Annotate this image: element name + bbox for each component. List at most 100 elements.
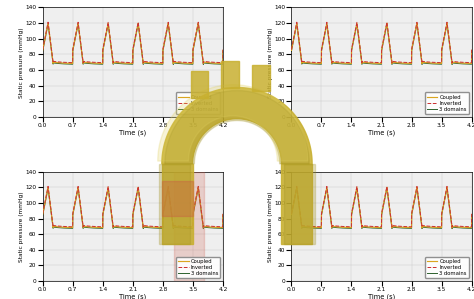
Legend: Coupled, Inverted, 3 domains: Coupled, Inverted, 3 domains: [176, 92, 220, 114]
Coupled: [197, 199, 203, 203]
Inverted: [320, 41, 326, 45]
3 domains: [217, 226, 222, 230]
Coupled: [289, 49, 294, 52]
3 domains: [117, 226, 122, 230]
Coupled: [449, 62, 455, 65]
Y-axis label: Static pressure (mmHg): Static pressure (mmHg): [268, 27, 273, 97]
Inverted: [465, 61, 471, 64]
Polygon shape: [284, 164, 315, 244]
Coupled: [117, 225, 122, 229]
3 domains: [220, 214, 226, 217]
Coupled: [220, 213, 226, 216]
Inverted: [446, 34, 452, 38]
3 domains: [309, 226, 315, 230]
Inverted: [320, 205, 326, 209]
Coupled: [217, 62, 222, 65]
Inverted: [365, 224, 371, 228]
3 domains: [71, 207, 77, 211]
Coupled: [320, 206, 326, 210]
Coupled: [446, 35, 452, 39]
Inverted: [294, 20, 300, 24]
Line: 3 domains: 3 domains: [292, 188, 472, 229]
3 domains: [109, 51, 115, 55]
3 domains: [449, 227, 455, 231]
3 domains: [289, 50, 294, 53]
Coupled: [469, 49, 474, 52]
3 domains: [294, 22, 300, 26]
Inverted: [109, 50, 115, 54]
Inverted: [45, 184, 51, 188]
Inverted: [469, 212, 474, 216]
Coupled: [220, 49, 226, 52]
Coupled: [358, 215, 364, 218]
Inverted: [446, 199, 452, 202]
Line: 3 domains: 3 domains: [292, 24, 472, 65]
Inverted: [201, 225, 206, 229]
Legend: Coupled, Inverted, 3 domains: Coupled, Inverted, 3 domains: [176, 257, 220, 278]
3 domains: [365, 62, 371, 65]
Coupled: [40, 49, 46, 52]
3 domains: [358, 51, 364, 55]
Inverted: [197, 34, 203, 38]
3 domains: [309, 62, 315, 66]
Inverted: [117, 224, 122, 228]
Polygon shape: [158, 85, 308, 161]
Coupled: [71, 42, 77, 46]
3 domains: [446, 36, 452, 39]
Coupled: [289, 213, 294, 216]
Inverted: [71, 205, 77, 209]
Line: Coupled: Coupled: [43, 23, 223, 64]
Polygon shape: [162, 164, 192, 244]
Inverted: [289, 48, 294, 51]
3 domains: [117, 62, 122, 65]
3 domains: [289, 214, 294, 217]
3 domains: [201, 227, 206, 231]
Line: Inverted: Inverted: [292, 186, 472, 227]
Inverted: [220, 48, 226, 51]
3 domains: [60, 62, 66, 66]
Coupled: [197, 35, 203, 39]
Coupled: [60, 225, 66, 229]
Inverted: [71, 41, 77, 45]
Inverted: [60, 225, 66, 228]
X-axis label: Time (s): Time (s): [119, 294, 146, 299]
Inverted: [217, 61, 222, 64]
Polygon shape: [221, 61, 239, 88]
Bar: [173, 172, 204, 281]
Legend: Coupled, Inverted, 3 domains: Coupled, Inverted, 3 domains: [425, 92, 469, 114]
Line: Inverted: Inverted: [43, 22, 223, 63]
Polygon shape: [252, 65, 270, 91]
Y-axis label: Static pressure (mmHg): Static pressure (mmHg): [19, 27, 24, 97]
Line: 3 domains: 3 domains: [43, 24, 223, 65]
Polygon shape: [162, 181, 192, 216]
Coupled: [469, 213, 474, 216]
Coupled: [217, 226, 222, 229]
Polygon shape: [282, 164, 312, 244]
Line: 3 domains: 3 domains: [43, 188, 223, 229]
Inverted: [289, 212, 294, 216]
Coupled: [309, 61, 315, 65]
Inverted: [358, 214, 364, 218]
X-axis label: Time (s): Time (s): [119, 129, 146, 136]
Y-axis label: Static pressure (mmHg): Static pressure (mmHg): [268, 191, 273, 262]
Inverted: [117, 60, 122, 64]
Coupled: [446, 199, 452, 203]
Line: Coupled: Coupled: [43, 187, 223, 228]
X-axis label: Time (s): Time (s): [368, 294, 395, 299]
3 domains: [197, 200, 203, 204]
Inverted: [109, 214, 115, 218]
3 domains: [365, 226, 371, 230]
Inverted: [294, 184, 300, 188]
Legend: Coupled, Inverted, 3 domains: Coupled, Inverted, 3 domains: [425, 257, 469, 278]
3 domains: [40, 214, 46, 217]
Coupled: [365, 225, 371, 229]
3 domains: [60, 226, 66, 230]
X-axis label: Time (s): Time (s): [368, 129, 395, 136]
3 domains: [201, 63, 206, 66]
Inverted: [309, 60, 315, 64]
Coupled: [465, 62, 471, 65]
3 domains: [71, 43, 77, 47]
Coupled: [109, 215, 115, 218]
Coupled: [45, 185, 51, 189]
Inverted: [465, 225, 471, 228]
